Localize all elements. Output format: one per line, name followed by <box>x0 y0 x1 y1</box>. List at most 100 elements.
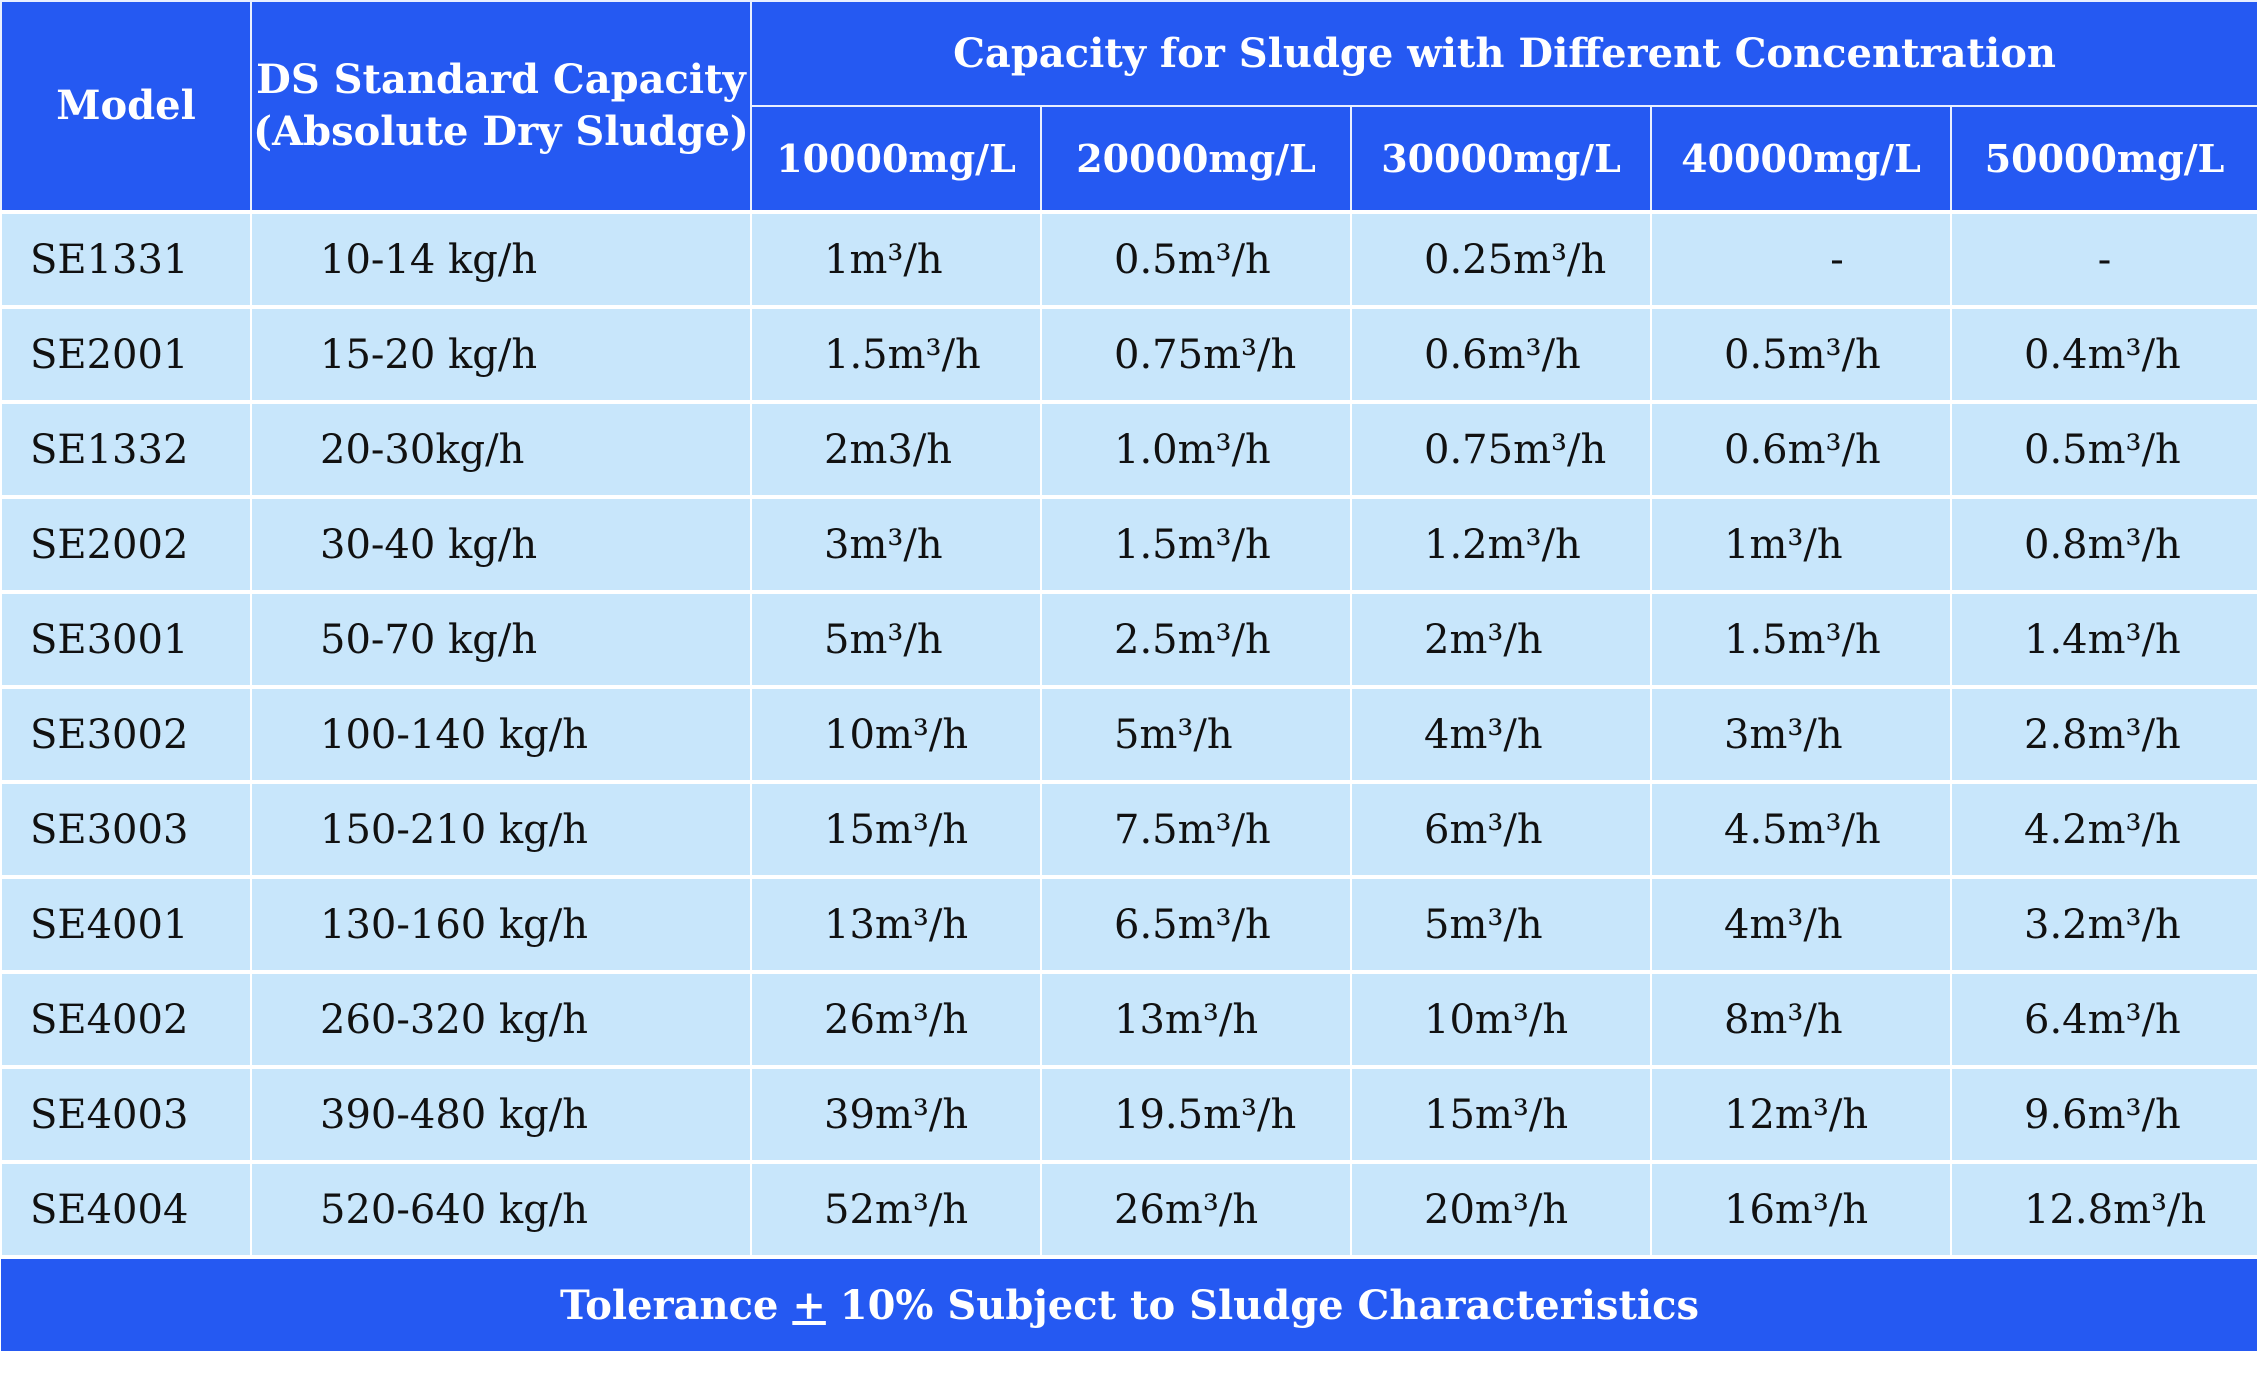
capacity-cell: 0.75m³/h <box>1040 305 1352 404</box>
capacity-cell: - <box>1650 210 1952 309</box>
table-row: SE1332 20-30kg/h 2m3/h 1.0m³/h 0.75m³/h 0.6m³… <box>0 400 2257 499</box>
model-cell: SE1332 <box>0 400 252 499</box>
header-concentration: 10000mg/L <box>750 105 1042 213</box>
header-ds-line1: DS Standard Capacity <box>256 56 746 103</box>
capacity-cell: 16m³/h <box>1650 1160 1952 1259</box>
capacity-cell: 2m3/h <box>750 400 1042 499</box>
capacity-cell: 0.5m³/h <box>1949 400 2257 499</box>
ds-capacity-cell: 20-30kg/h <box>250 400 752 499</box>
capacity-cell: 6.4m³/h <box>1949 970 2257 1069</box>
header-concentration: 50000mg/L <box>1949 105 2257 213</box>
capacity-cell: 3.2m³/h <box>1949 875 2257 974</box>
capacity-cell: 0.6m³/h <box>1350 305 1652 404</box>
header-ds-line2: (Absolute Dry Sludge) <box>253 108 749 155</box>
capacity-cell: 13m³/h <box>1040 970 1352 1069</box>
ds-capacity-cell: 150-210 kg/h <box>250 780 752 879</box>
capacity-cell: 1.4m³/h <box>1949 590 2257 689</box>
capacity-cell: 8m³/h <box>1650 970 1952 1069</box>
ds-capacity-cell: 50-70 kg/h <box>250 590 752 689</box>
capacity-cell: 3m³/h <box>1650 685 1952 784</box>
model-cell: SE4004 <box>0 1160 252 1259</box>
table-row: SE4001 130-160 kg/h 13m³/h 6.5m³/h 5m³/h 4m³/… <box>0 875 2257 974</box>
capacity-cell: 26m³/h <box>1040 1160 1352 1259</box>
capacity-cell: 10m³/h <box>1350 970 1652 1069</box>
model-cell: SE3001 <box>0 590 252 689</box>
tolerance-suffix: 10% Subject to Sludge Characteristics <box>825 1281 1699 1329</box>
capacity-cell: 2.8m³/h <box>1949 685 2257 784</box>
capacity-cell: 0.6m³/h <box>1650 400 1952 499</box>
table-row: SE3001 50-70 kg/h 5m³/h 2.5m³/h 2m³/h 1.5m³/h… <box>0 590 2257 689</box>
capacity-cell: 1m³/h <box>750 210 1042 309</box>
capacity-cell: 5m³/h <box>1350 875 1652 974</box>
capacity-cell: 12.8m³/h <box>1949 1160 2257 1259</box>
ds-capacity-cell: 15-20 kg/h <box>250 305 752 404</box>
capacity-cell: 4.5m³/h <box>1650 780 1952 879</box>
ds-capacity-cell: 100-140 kg/h <box>250 685 752 784</box>
ds-capacity-cell: 10-14 kg/h <box>250 210 752 309</box>
capacity-cell: 9.6m³/h <box>1949 1065 2257 1164</box>
capacity-cell: 15m³/h <box>1350 1065 1652 1164</box>
model-cell: SE4003 <box>0 1065 252 1164</box>
ds-capacity-cell: 130-160 kg/h <box>250 875 752 974</box>
header-concentration-group: Capacity for Sludge with Different Conce… <box>749 0 2257 107</box>
capacity-cell: 13m³/h <box>750 875 1042 974</box>
capacity-cell: 0.4m³/h <box>1949 305 2257 404</box>
capacity-cell: 3m³/h <box>750 495 1042 594</box>
capacity-cell: 39m³/h <box>750 1065 1042 1164</box>
ds-capacity-cell: 260-320 kg/h <box>250 970 752 1069</box>
capacity-cell: 0.5m³/h <box>1650 305 1952 404</box>
plus-minus-sign: + <box>792 1281 826 1329</box>
table-header: Model DS Standard Capacity (Absolute Dry… <box>0 0 2257 213</box>
ds-capacity-cell: 390-480 kg/h <box>250 1065 752 1164</box>
capacity-cell: 4.2m³/h <box>1949 780 2257 879</box>
model-cell: SE1331 <box>0 210 252 309</box>
tolerance-note: Tolerance + 10% Subject to Sludge Charac… <box>1 1255 2257 1351</box>
table-row: SE2002 30-40 kg/h 3m³/h 1.5m³/h 1.2m³/h 1m³/h… <box>0 495 2257 594</box>
capacity-cell: 1m³/h <box>1650 495 1952 594</box>
capacity-cell: 1.5m³/h <box>750 305 1042 404</box>
header-ds-capacity: DS Standard Capacity (Absolute Dry Sludg… <box>250 0 752 213</box>
capacity-cell: 1.0m³/h <box>1040 400 1352 499</box>
capacity-cell: 0.75m³/h <box>1350 400 1652 499</box>
capacity-cell: 1.2m³/h <box>1350 495 1652 594</box>
capacity-cell: 19.5m³/h <box>1040 1065 1352 1164</box>
capacity-cell: 2.5m³/h <box>1040 590 1352 689</box>
ds-capacity-cell: 520-640 kg/h <box>250 1160 752 1259</box>
capacity-cell: 0.25m³/h <box>1350 210 1652 309</box>
model-cell: SE4002 <box>0 970 252 1069</box>
capacity-cell: 6.5m³/h <box>1040 875 1352 974</box>
capacity-cell: 4m³/h <box>1350 685 1652 784</box>
model-cell: SE2001 <box>0 305 252 404</box>
table-body: SE1331 10-14 kg/h 1m³/h 0.5m³/h 0.25m³/h - - SE… <box>0 210 2257 1259</box>
model-cell: SE3002 <box>0 685 252 784</box>
ds-capacity-cell: 30-40 kg/h <box>250 495 752 594</box>
table-row: SE3002 100-140 kg/h 10m³/h 5m³/h 4m³/h 3m³/h 2… <box>0 685 2257 784</box>
capacity-cell: 26m³/h <box>750 970 1042 1069</box>
header-concentration: 40000mg/L <box>1650 105 1952 213</box>
model-cell: SE4001 <box>0 875 252 974</box>
capacity-cell: 1.5m³/h <box>1040 495 1352 594</box>
model-cell: SE3003 <box>0 780 252 879</box>
capacity-cell: 10m³/h <box>750 685 1042 784</box>
capacity-cell: 5m³/h <box>750 590 1042 689</box>
capacity-cell: 4m³/h <box>1650 875 1952 974</box>
capacity-cell: 12m³/h <box>1650 1065 1952 1164</box>
table-row: SE3003 150-210 kg/h 15m³/h 7.5m³/h 6m³/h 4.5m… <box>0 780 2257 879</box>
table-row: SE4004 520-640 kg/h 52m³/h 26m³/h 20m³/h 16m³… <box>0 1160 2257 1259</box>
table-row: SE2001 15-20 kg/h 1.5m³/h 0.75m³/h 0.6m³/h 0.… <box>0 305 2257 404</box>
capacity-cell: 2m³/h <box>1350 590 1652 689</box>
table-row: SE4002 260-320 kg/h 26m³/h 13m³/h 10m³/h 8m³/… <box>0 970 2257 1069</box>
capacity-cell: 20m³/h <box>1350 1160 1652 1259</box>
capacity-cell: 0.5m³/h <box>1040 210 1352 309</box>
capacity-cell: 0.8m³/h <box>1949 495 2257 594</box>
tolerance-prefix: Tolerance <box>560 1281 793 1329</box>
capacity-cell: 5m³/h <box>1040 685 1352 784</box>
table-footer: Tolerance + 10% Subject to Sludge Charac… <box>1 1255 2257 1351</box>
header-concentration: 20000mg/L <box>1040 105 1352 213</box>
capacity-cell: 7.5m³/h <box>1040 780 1352 879</box>
capacity-cell: 6m³/h <box>1350 780 1652 879</box>
table-row: SE1331 10-14 kg/h 1m³/h 0.5m³/h 0.25m³/h - - <box>0 210 2257 309</box>
header-model: Model <box>0 0 252 213</box>
table-row: SE4003 390-480 kg/h 39m³/h 19.5m³/h 15m³/h 12… <box>0 1065 2257 1164</box>
